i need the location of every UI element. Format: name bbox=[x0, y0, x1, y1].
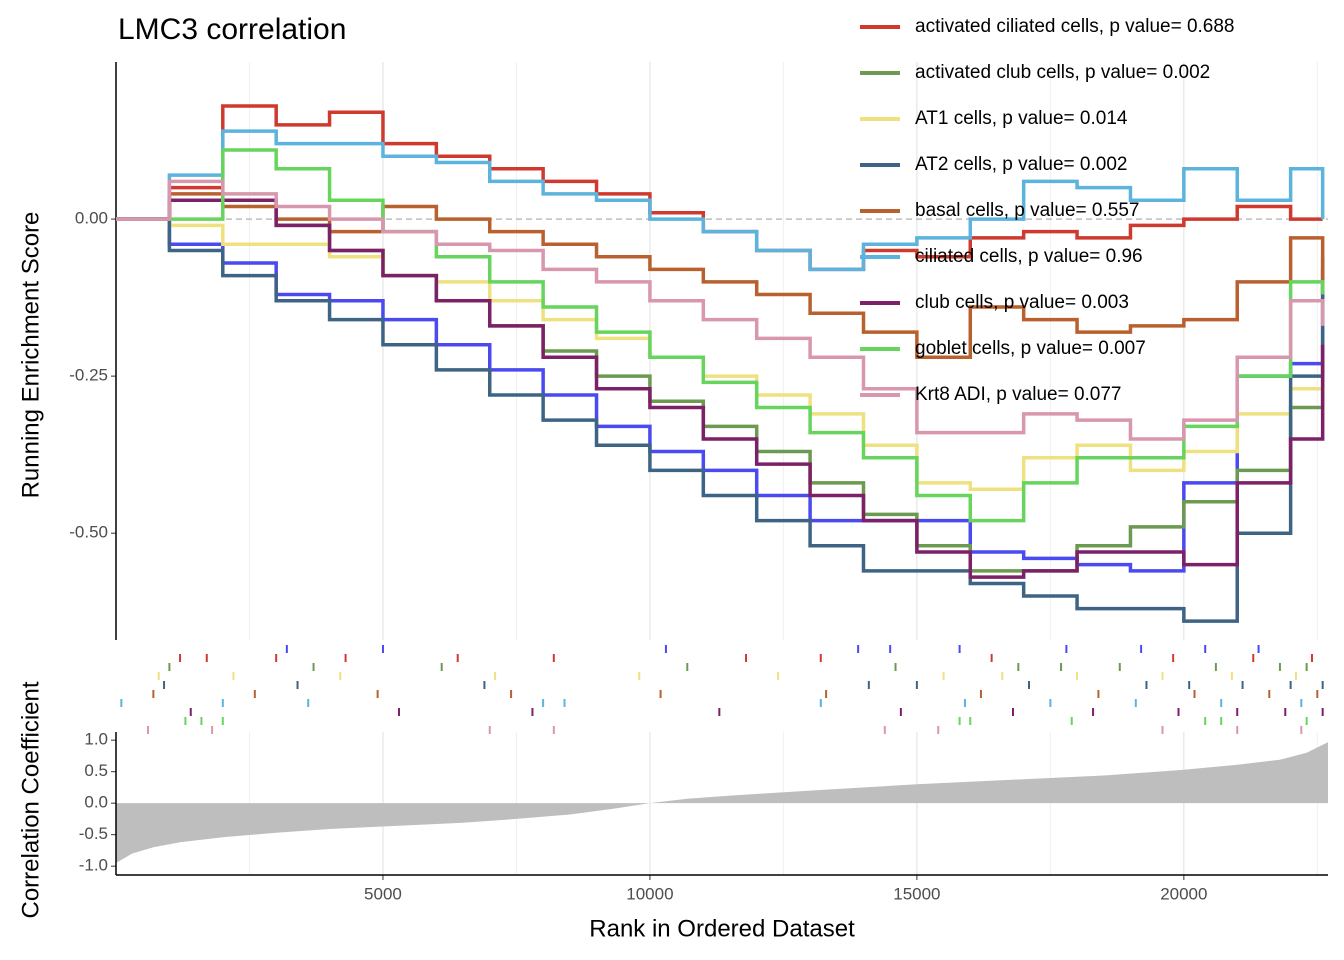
series-line bbox=[116, 217, 1325, 623]
y-tick-label: 1.0 bbox=[84, 730, 108, 749]
x-tick-label: 10000 bbox=[626, 884, 673, 903]
x-tick-label: 15000 bbox=[893, 884, 940, 903]
series-line bbox=[116, 179, 1325, 441]
chart-title: LMC3 correlation bbox=[118, 13, 346, 46]
series-line bbox=[116, 198, 1325, 579]
legend-label: AT1 cells, p value= 0.014 bbox=[915, 108, 1128, 129]
x-tick-label: 20000 bbox=[1160, 884, 1207, 903]
legend-label: club cells, p value= 0.003 bbox=[915, 292, 1129, 313]
y-tick-label: -0.25 bbox=[69, 366, 108, 385]
legend-label: activated ciliated cells, p value= 0.688 bbox=[915, 16, 1235, 37]
x-tick-label: 5000 bbox=[364, 884, 402, 903]
series-line bbox=[116, 148, 1325, 523]
y-axis-title: Running Enrichment Score bbox=[17, 212, 44, 499]
x-axis-title: Rank in Ordered Dataset bbox=[589, 915, 855, 942]
legend-label: ciliated cells, p value= 0.96 bbox=[915, 246, 1143, 267]
y-tick-label: 0.0 bbox=[84, 793, 108, 812]
y-tick-label: -1.0 bbox=[79, 856, 108, 875]
series-line bbox=[116, 129, 1325, 272]
y-tick-label: -0.5 bbox=[79, 824, 108, 843]
legend-label: activated club cells, p value= 0.002 bbox=[915, 62, 1210, 83]
area bbox=[116, 742, 1328, 864]
y-tick-label: 0.00 bbox=[75, 209, 108, 228]
legend-label: basal cells, p value= 0.557 bbox=[915, 200, 1139, 221]
legend-label: AT2 cells, p value= 0.002 bbox=[915, 154, 1127, 175]
legend-label: goblet cells, p value= 0.007 bbox=[915, 338, 1146, 359]
y-tick-label: 0.5 bbox=[84, 761, 108, 780]
y-axis-title: Correlation Coefficient bbox=[17, 681, 44, 918]
legend-label: Krt8 ADI, p value= 0.077 bbox=[915, 384, 1122, 405]
y-tick-label: -0.50 bbox=[69, 523, 108, 542]
